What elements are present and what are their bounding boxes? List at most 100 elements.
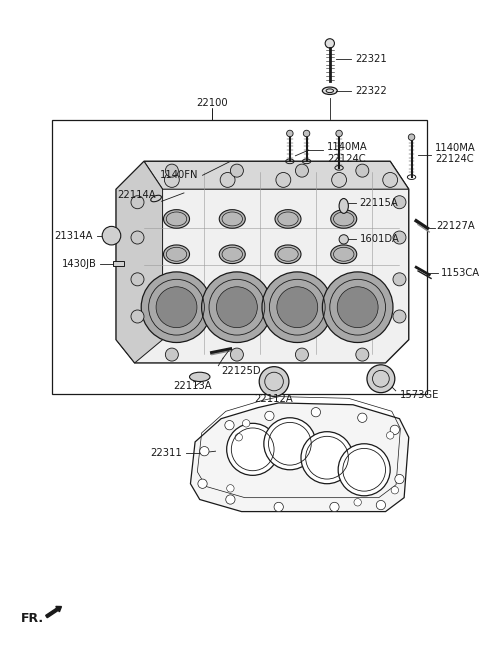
Circle shape [330, 502, 339, 511]
Text: 1153CA: 1153CA [441, 268, 480, 278]
Text: 22311: 22311 [150, 448, 182, 458]
Ellipse shape [219, 210, 245, 228]
Circle shape [356, 348, 369, 361]
Ellipse shape [190, 372, 210, 382]
Text: 1140MA: 1140MA [435, 143, 476, 153]
Polygon shape [144, 161, 409, 190]
Ellipse shape [164, 245, 190, 263]
Circle shape [227, 485, 234, 492]
Circle shape [156, 287, 197, 328]
Circle shape [166, 164, 179, 177]
Text: 1601DA: 1601DA [360, 235, 399, 245]
Bar [113, 261, 124, 266]
Ellipse shape [323, 87, 337, 95]
Text: 22125D: 22125D [221, 366, 261, 376]
Circle shape [230, 348, 243, 361]
Text: 22322: 22322 [355, 86, 386, 95]
Ellipse shape [164, 210, 190, 228]
Circle shape [287, 130, 293, 136]
Circle shape [264, 418, 316, 470]
Text: 22113A: 22113A [173, 381, 211, 391]
Ellipse shape [275, 245, 301, 263]
Text: 1430JB: 1430JB [62, 259, 96, 269]
Ellipse shape [275, 210, 301, 228]
Polygon shape [191, 403, 409, 511]
Circle shape [242, 419, 250, 427]
Circle shape [408, 134, 415, 140]
Circle shape [367, 365, 395, 392]
Circle shape [336, 130, 342, 136]
Circle shape [337, 287, 378, 328]
Circle shape [235, 433, 242, 441]
Polygon shape [116, 161, 409, 363]
Circle shape [102, 226, 121, 245]
Circle shape [358, 413, 367, 423]
Circle shape [198, 479, 207, 489]
Circle shape [383, 173, 397, 187]
Circle shape [274, 502, 283, 511]
Circle shape [230, 164, 243, 177]
Circle shape [225, 421, 234, 430]
Text: 1573GE: 1573GE [399, 390, 439, 400]
Circle shape [395, 474, 404, 484]
Circle shape [277, 287, 318, 328]
Circle shape [295, 164, 309, 177]
Ellipse shape [331, 210, 357, 228]
Ellipse shape [151, 196, 161, 202]
Text: 22124C: 22124C [327, 154, 366, 163]
Circle shape [227, 423, 279, 475]
Circle shape [376, 501, 385, 510]
Text: 22321: 22321 [355, 54, 386, 64]
Circle shape [356, 164, 369, 177]
Circle shape [393, 273, 406, 286]
Circle shape [393, 231, 406, 244]
Circle shape [325, 39, 335, 48]
Text: FR.: FR. [21, 612, 44, 625]
Circle shape [131, 310, 144, 323]
Text: 1140FN: 1140FN [160, 170, 199, 180]
Circle shape [141, 272, 212, 343]
Circle shape [200, 447, 209, 456]
Text: 22127A: 22127A [437, 221, 475, 231]
Circle shape [301, 431, 353, 484]
Ellipse shape [219, 245, 245, 263]
Circle shape [131, 196, 144, 209]
Circle shape [202, 272, 272, 343]
Bar [52, 120, 427, 394]
Circle shape [311, 407, 321, 417]
Text: 22114A: 22114A [118, 190, 156, 200]
Circle shape [332, 173, 347, 187]
Text: 21314A: 21314A [54, 230, 93, 241]
Text: 22115A: 22115A [360, 198, 398, 208]
Circle shape [295, 348, 309, 361]
Text: 22100: 22100 [196, 98, 228, 108]
Polygon shape [116, 161, 163, 363]
Circle shape [265, 411, 274, 421]
Circle shape [276, 173, 291, 187]
Circle shape [386, 431, 394, 439]
Circle shape [323, 272, 393, 343]
Text: 1140MA: 1140MA [327, 142, 368, 153]
Circle shape [339, 235, 348, 244]
FancyArrow shape [46, 606, 61, 618]
Circle shape [390, 425, 399, 435]
Circle shape [166, 348, 179, 361]
Circle shape [393, 196, 406, 209]
Circle shape [131, 273, 144, 286]
Circle shape [220, 173, 235, 187]
Ellipse shape [331, 245, 357, 263]
Ellipse shape [339, 198, 348, 214]
Circle shape [303, 130, 310, 136]
Circle shape [259, 367, 289, 396]
Circle shape [131, 231, 144, 244]
Text: 22124C: 22124C [435, 155, 473, 165]
Text: 22112A: 22112A [255, 394, 293, 404]
Circle shape [216, 287, 257, 328]
Circle shape [338, 444, 390, 496]
Circle shape [226, 495, 235, 504]
Circle shape [391, 487, 398, 494]
Circle shape [165, 173, 180, 187]
Circle shape [354, 499, 361, 506]
Circle shape [262, 272, 333, 343]
Circle shape [393, 310, 406, 323]
